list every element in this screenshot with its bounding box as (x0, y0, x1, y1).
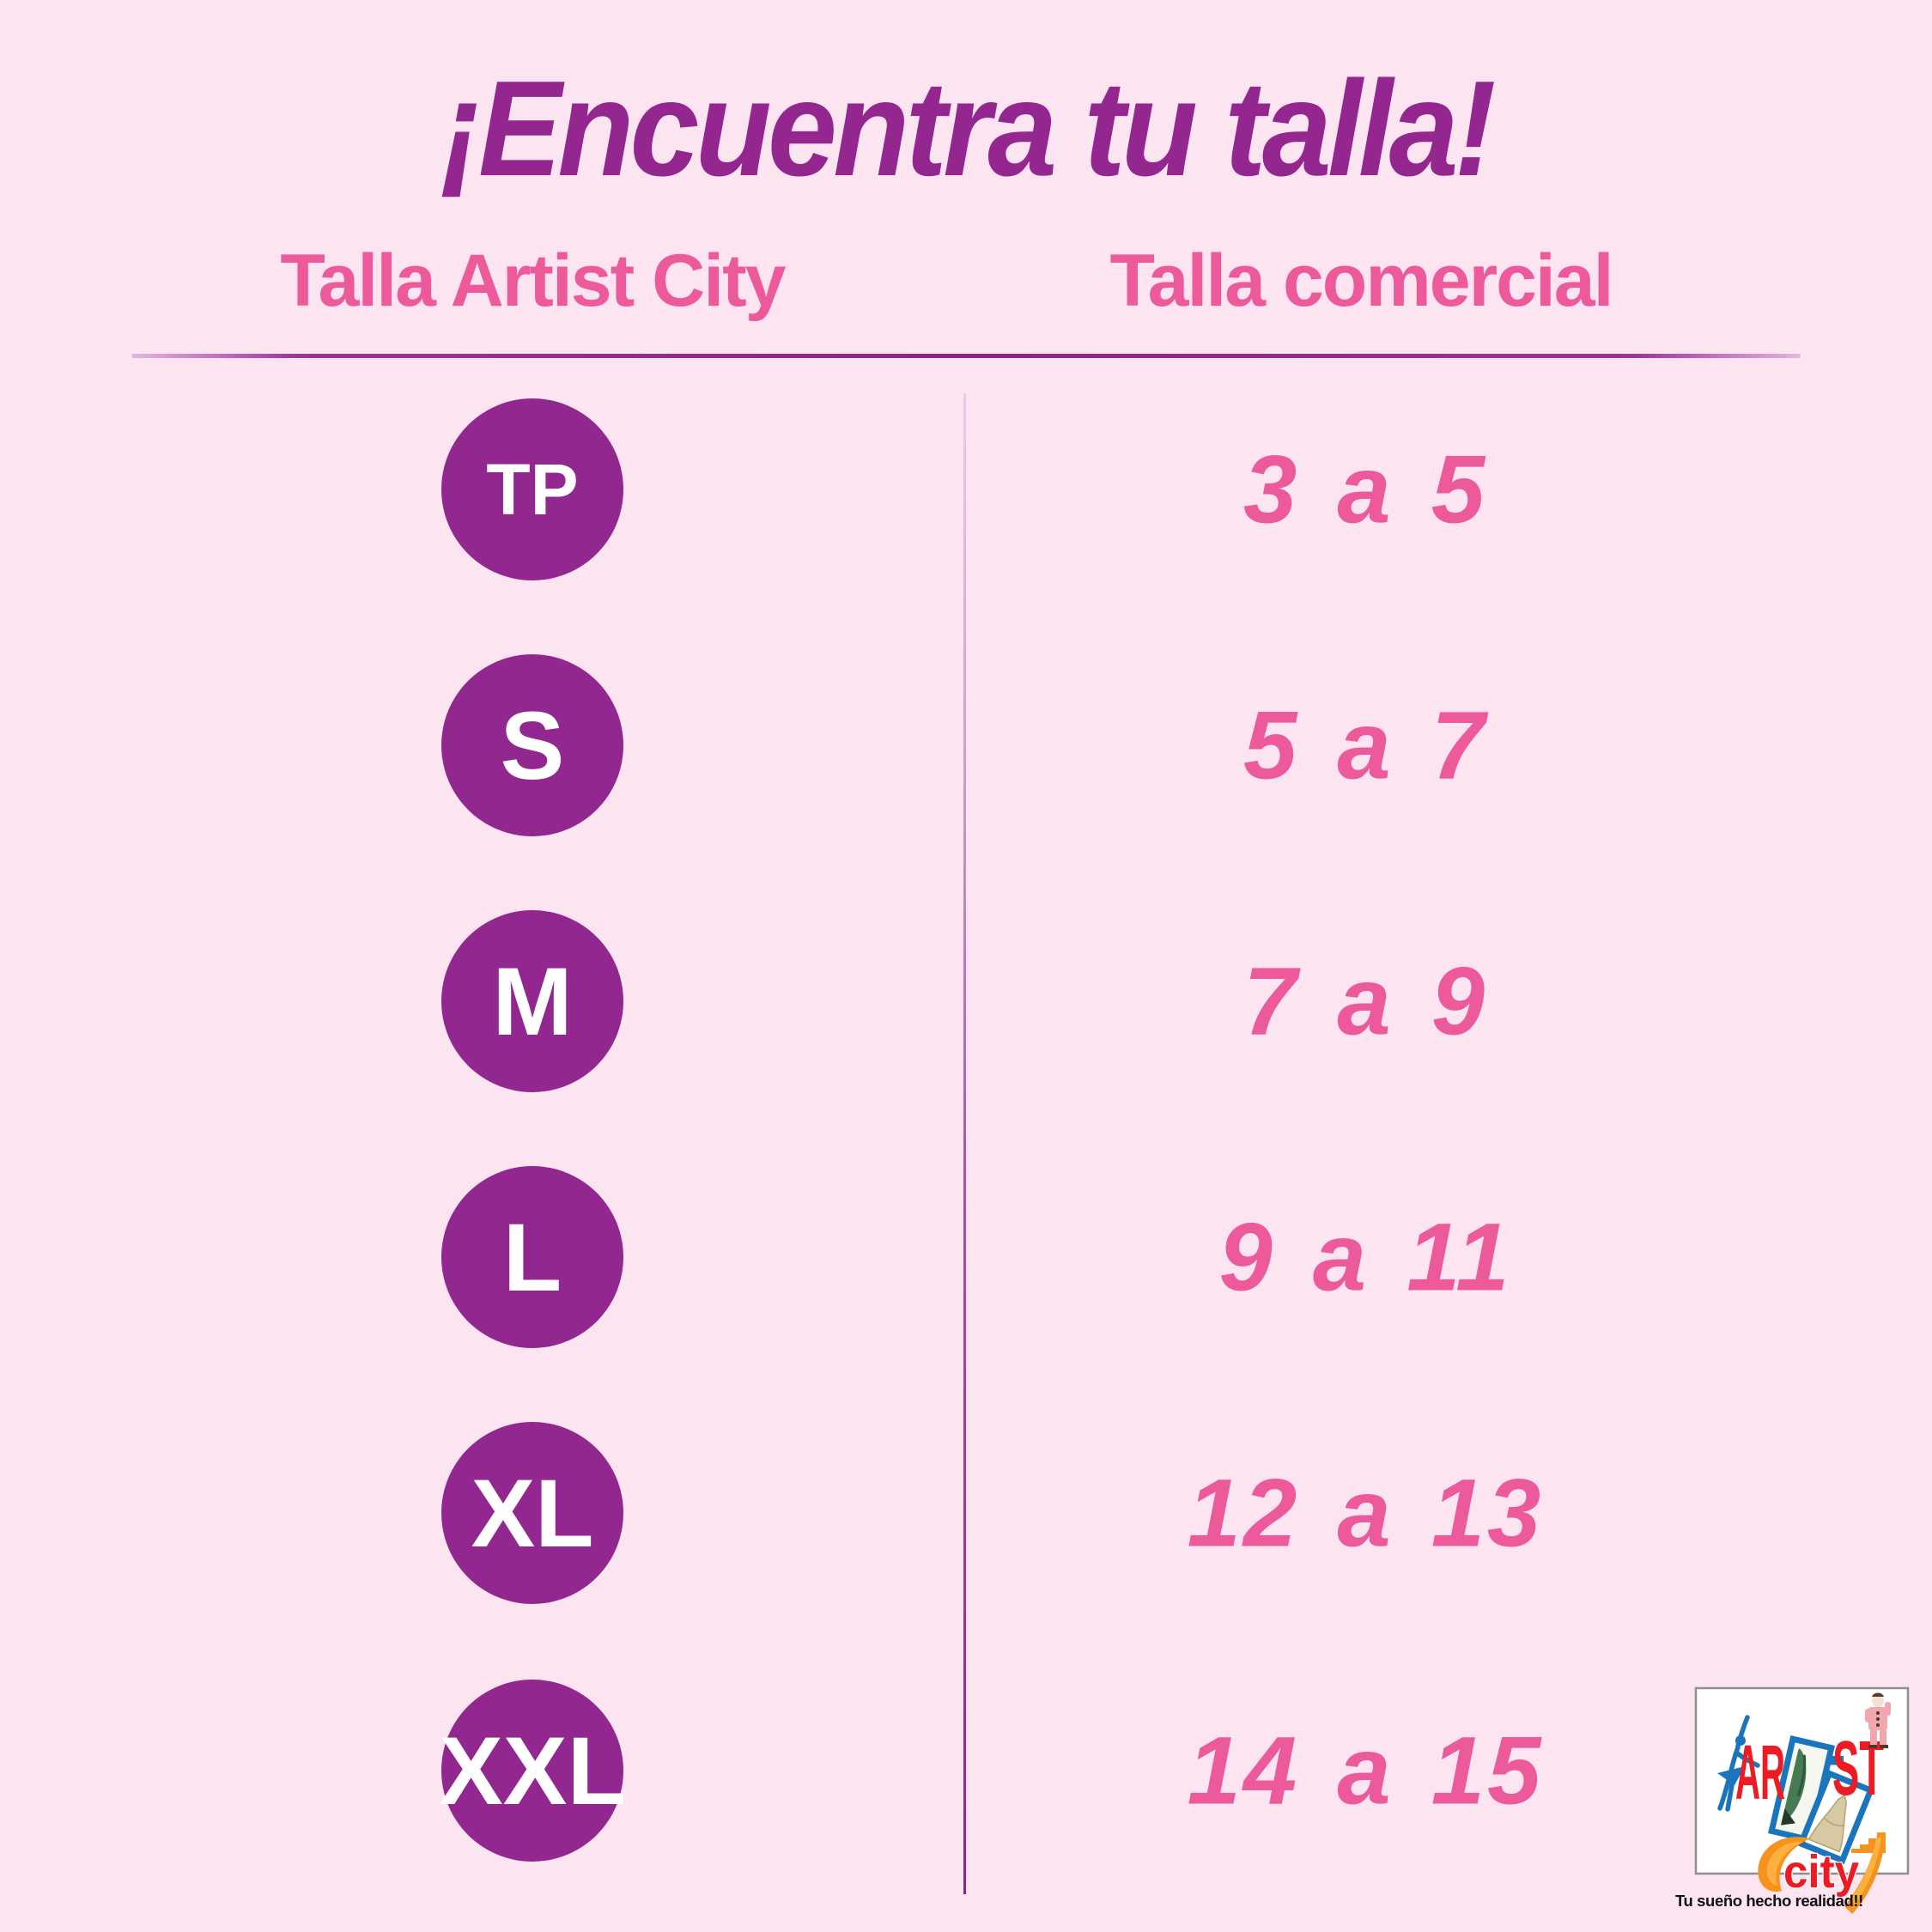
page-title-text: ¡Encuentra tu talla! (440, 53, 1496, 204)
dress-frame-icon (1796, 1769, 1875, 1865)
logo-tagline: Tu sueño hecho realidad!! (1675, 1892, 1863, 1910)
clown-icon (1865, 1692, 1891, 1748)
header-divider-line (131, 354, 1801, 358)
commercial-size-tp: 3 a 5 (1242, 435, 1488, 544)
column-header-artist-size: Talla Artist City (280, 240, 786, 322)
size-row-l: L 9 a 11 (0, 1166, 1932, 1348)
page-title: ¡Encuentra tu talla! (0, 47, 1932, 253)
size-badge-l: L (441, 1166, 623, 1348)
commercial-size-xl: 12 a 13 (1187, 1459, 1544, 1567)
flame-shapes (1758, 1832, 1886, 1914)
commercial-size-l: 9 a 11 (1218, 1203, 1512, 1311)
commercial-size-xxl: 14 a 15 (1187, 1716, 1544, 1825)
column-divider-line (963, 393, 966, 1894)
size-row-tp: TP 3 a 5 (0, 398, 1932, 580)
column-header-commercial-size: Talla comercial (1109, 240, 1613, 322)
size-row-xxl: XXL 14 a 15 (0, 1680, 1932, 1862)
size-badge-xl: XL (441, 1422, 623, 1604)
size-badge-s: S (441, 654, 623, 836)
size-row-m: M 7 a 9 (0, 910, 1932, 1092)
size-badge-m: M (441, 910, 623, 1092)
artist-city-logo: T AR ST (1694, 1686, 1910, 1914)
ballerina-icon (1717, 1715, 1760, 1812)
size-badge-tp: TP (441, 398, 623, 580)
size-row-xl: XL 12 a 13 (0, 1422, 1932, 1604)
commercial-size-s: 5 a 7 (1242, 691, 1488, 799)
commercial-size-m: 7 a 9 (1242, 947, 1488, 1055)
logo-text-ar: AR (1735, 1730, 1785, 1816)
size-row-s: S 5 a 7 (0, 654, 1932, 836)
size-badge-xxl: XXL (439, 1680, 626, 1862)
logo-text-city: city (1783, 1846, 1859, 1898)
